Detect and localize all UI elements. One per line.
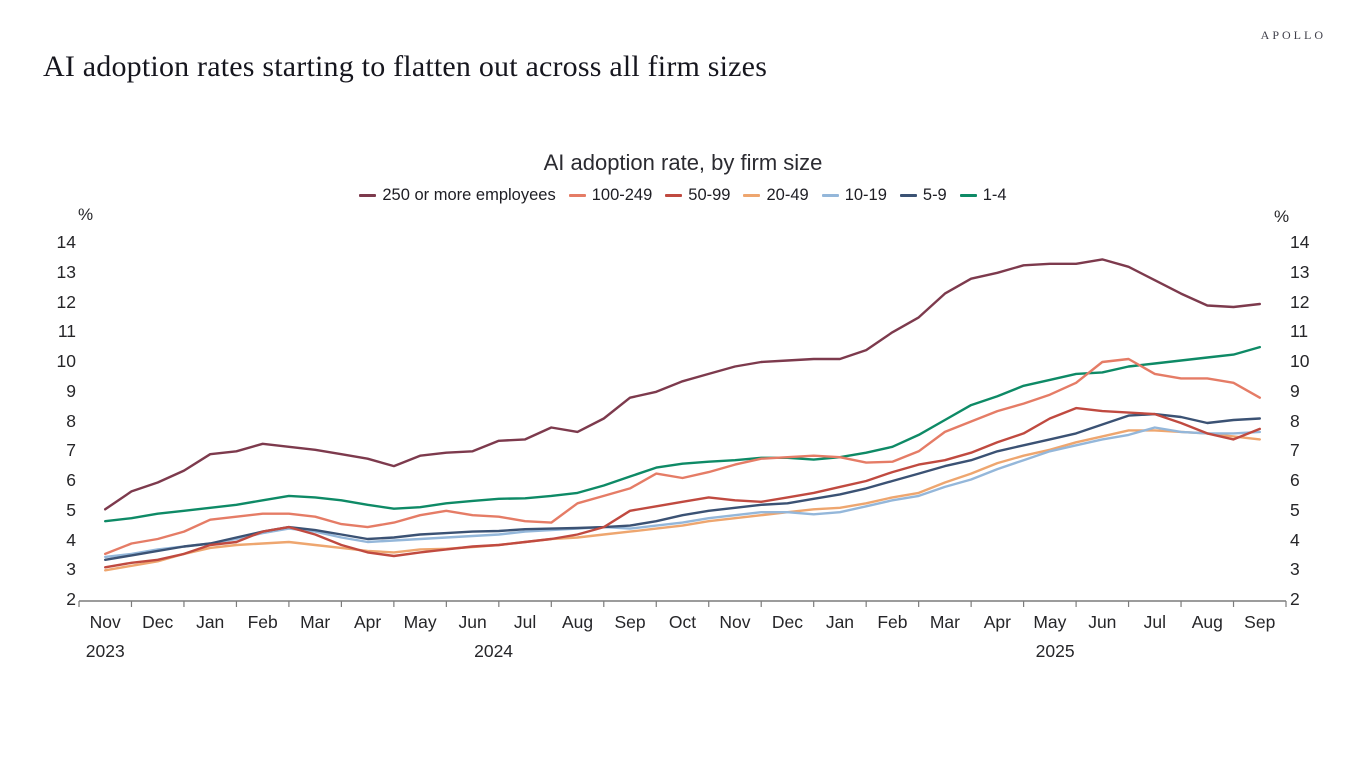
x-tick-label-month: Mar xyxy=(300,612,331,632)
y-tick-label-right: 7 xyxy=(1290,440,1300,461)
legend-swatch xyxy=(743,194,761,197)
y-tick-label-right: 5 xyxy=(1290,499,1300,520)
page-title: AI adoption rates starting to flatten ou… xyxy=(43,50,768,83)
legend-label: 100-249 xyxy=(591,186,653,204)
x-tick-label-month: Sep xyxy=(1244,612,1276,632)
y-tick-label-left: 8 xyxy=(66,410,76,431)
x-tick-label-month: Feb xyxy=(247,612,278,632)
y-tick-label-left: 2 xyxy=(66,589,76,609)
y-tick-label-right: 6 xyxy=(1290,470,1300,490)
y-tick-label-left: 10 xyxy=(56,351,76,371)
legend-item: 5-9 xyxy=(899,186,947,205)
y-tick-label-left: 7 xyxy=(66,440,76,461)
x-tick-label-month: Apr xyxy=(354,612,382,632)
x-tick-label-month: May xyxy=(403,612,437,632)
x-tick-label-month: Nov xyxy=(719,612,751,632)
y-tick-label-right: 10 xyxy=(1290,351,1310,371)
y-tick-label-left: 3 xyxy=(66,559,76,580)
x-tick-label-month: Jan xyxy=(825,612,855,632)
y-tick-label-right: 12 xyxy=(1290,291,1310,312)
legend-label: 5-9 xyxy=(922,186,947,204)
legend-item: 50-99 xyxy=(665,186,730,205)
y-tick-label-right: 4 xyxy=(1290,529,1300,550)
chart-legend: 250 or more employees 100-249 50-99 20-49 10… xyxy=(0,186,1366,205)
series-line-1-4 xyxy=(103,345,1262,523)
x-tick-label-month: Sep xyxy=(614,612,646,632)
y-tick-label-right: 13 xyxy=(1290,261,1310,282)
y-axis-unit-left: % xyxy=(78,205,94,224)
x-tick-label-month: Dec xyxy=(771,612,804,632)
legend-swatch xyxy=(665,194,683,197)
x-tick-label-month: Oct xyxy=(668,612,697,632)
y-tick-label-left: 12 xyxy=(56,291,76,312)
y-tick-label-right: 14 xyxy=(1290,232,1310,252)
y-tick-label-right: 11 xyxy=(1290,321,1309,342)
y-tick-label-left: 13 xyxy=(56,261,76,282)
x-tick-label-year: 2023 xyxy=(85,641,125,661)
legend-label: 20-49 xyxy=(766,186,809,204)
y-axis-unit-right: % xyxy=(1274,207,1290,226)
y-tick-label-right: 2 xyxy=(1290,589,1300,609)
x-tick-label-month: Nov xyxy=(89,612,121,632)
legend-item: 1-4 xyxy=(959,186,1007,205)
x-tick-label-month: Jun xyxy=(458,612,487,632)
y-tick-label-right: 9 xyxy=(1290,380,1300,401)
legend-item: 10-19 xyxy=(821,186,887,205)
legend-swatch xyxy=(359,194,377,197)
y-tick-label-right: 3 xyxy=(1290,559,1300,580)
x-tick-label-month: Dec xyxy=(142,612,174,632)
series-line-5-9 xyxy=(103,412,1262,561)
x-tick-label-month: Jun xyxy=(1088,612,1117,632)
x-tick-label-month: Feb xyxy=(877,612,908,632)
legend-label: 1-4 xyxy=(982,186,1007,204)
x-tick-label-month: Jan xyxy=(196,612,225,632)
legend-label: 250 or more employees xyxy=(382,186,556,204)
legend-label: 10-19 xyxy=(844,186,887,204)
y-tick-label-right: 8 xyxy=(1290,410,1300,431)
x-tick-label-month: May xyxy=(1033,612,1067,632)
legend-swatch xyxy=(959,194,977,197)
y-tick-label-left: 4 xyxy=(66,529,76,550)
legend-label: 50-99 xyxy=(688,186,731,204)
legend-swatch xyxy=(568,194,586,197)
legend-swatch xyxy=(899,194,917,197)
series-line-20-49 xyxy=(103,429,1262,572)
chart-title: AI adoption rate, by firm size xyxy=(543,150,823,175)
legend-item: 20-49 xyxy=(743,186,809,205)
x-tick-label-month: Jul xyxy=(513,612,537,632)
y-tick-label-left: 11 xyxy=(57,321,76,342)
x-tick-label-year: 2025 xyxy=(1035,641,1075,661)
y-tick-label-left: 5 xyxy=(66,499,76,520)
x-tick-label-year: 2024 xyxy=(474,641,514,661)
x-tick-label-month: Mar xyxy=(929,612,960,632)
series-line-100-249 xyxy=(103,357,1262,556)
legend-item: 100-249 xyxy=(568,186,653,205)
y-tick-label-left: 14 xyxy=(56,232,76,252)
series-line-250-or-more-employees xyxy=(103,258,1262,511)
y-tick-label-left: 9 xyxy=(66,380,76,401)
apollo-logo: APOLLO xyxy=(1260,28,1326,42)
series-line-10-19 xyxy=(103,426,1262,559)
y-tick-label-left: 6 xyxy=(66,470,76,490)
legend-swatch xyxy=(821,194,839,197)
x-tick-label-month: Aug xyxy=(561,612,594,632)
x-tick-label-month: Apr xyxy=(983,612,1011,632)
legend-item: 250 or more employees xyxy=(359,186,556,205)
series-line-50-99 xyxy=(103,406,1262,569)
x-tick-label-month: Aug xyxy=(1191,612,1223,632)
x-tick-label-month: Jul xyxy=(1143,612,1166,632)
